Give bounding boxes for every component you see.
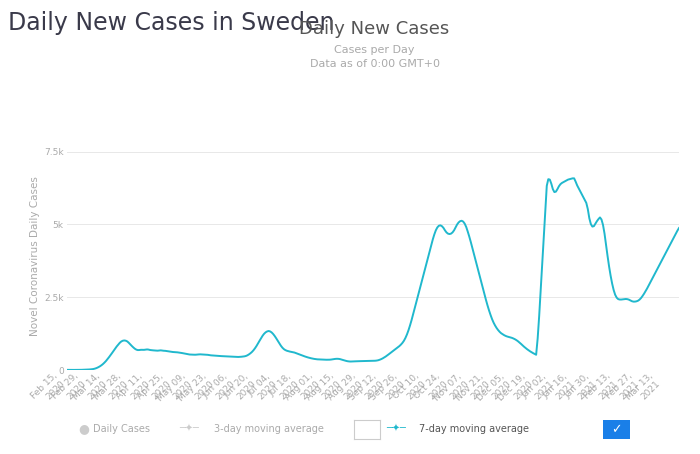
Text: Data as of 0:00 GMT+0: Data as of 0:00 GMT+0 [309,59,440,69]
Text: ●: ● [78,423,90,435]
Text: 3-day moving average: 3-day moving average [214,424,323,434]
Y-axis label: Novel Coronavirus Daily Cases: Novel Coronavirus Daily Cases [30,177,40,336]
Text: ─✦─: ─✦─ [179,424,199,434]
Text: Daily Cases: Daily Cases [93,424,150,434]
Text: 7-day moving average: 7-day moving average [419,424,528,434]
Text: Daily New Cases: Daily New Cases [300,20,449,39]
Text: ─✦─: ─✦─ [386,424,405,434]
Text: ✓: ✓ [612,423,622,436]
Text: Daily New Cases in Sweden: Daily New Cases in Sweden [8,11,335,35]
Text: Cases per Day: Cases per Day [335,45,414,55]
